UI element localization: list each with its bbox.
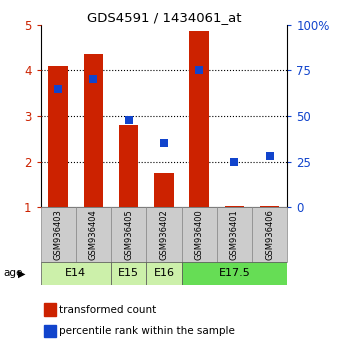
Bar (48, 66, 68, 207)
Text: transformed count: transformed count (59, 305, 156, 315)
Text: GSM936403: GSM936403 (54, 209, 63, 260)
Bar (76, 207, 111, 262)
Text: percentile rank within the sample: percentile rank within the sample (59, 326, 235, 336)
Text: E14: E14 (65, 268, 87, 279)
Point (55, 86, 61, 91)
Text: GSM936402: GSM936402 (160, 209, 168, 260)
Text: age: age (3, 268, 23, 278)
Bar (182, 262, 287, 285)
Bar (217, 207, 252, 262)
Bar (84, 55, 103, 207)
Bar (182, 207, 217, 262)
Text: E17.5: E17.5 (219, 268, 250, 279)
Bar (119, 125, 138, 207)
Bar (146, 262, 182, 285)
Bar (260, 206, 280, 207)
Text: E15: E15 (118, 268, 139, 279)
Bar (190, 31, 209, 207)
Point (161, 141, 167, 146)
Text: GSM936400: GSM936400 (195, 209, 204, 260)
Bar (41, 207, 76, 262)
Point (91, 77, 96, 82)
Title: GDS4591 / 1434061_at: GDS4591 / 1434061_at (87, 11, 241, 24)
Text: E16: E16 (153, 268, 174, 279)
Bar (225, 206, 244, 207)
Text: GSM936401: GSM936401 (230, 209, 239, 260)
Point (267, 153, 272, 159)
Text: GSM936404: GSM936404 (89, 209, 98, 260)
Bar (252, 207, 287, 262)
Bar (41, 262, 111, 285)
Point (196, 68, 202, 73)
Text: GSM936406: GSM936406 (265, 209, 274, 260)
Text: ▶: ▶ (18, 268, 26, 278)
Bar (146, 207, 182, 262)
Point (126, 117, 131, 122)
Point (232, 159, 237, 164)
Text: GSM936405: GSM936405 (124, 209, 133, 260)
Bar (111, 207, 146, 262)
Bar (111, 262, 146, 285)
Bar (154, 173, 174, 207)
